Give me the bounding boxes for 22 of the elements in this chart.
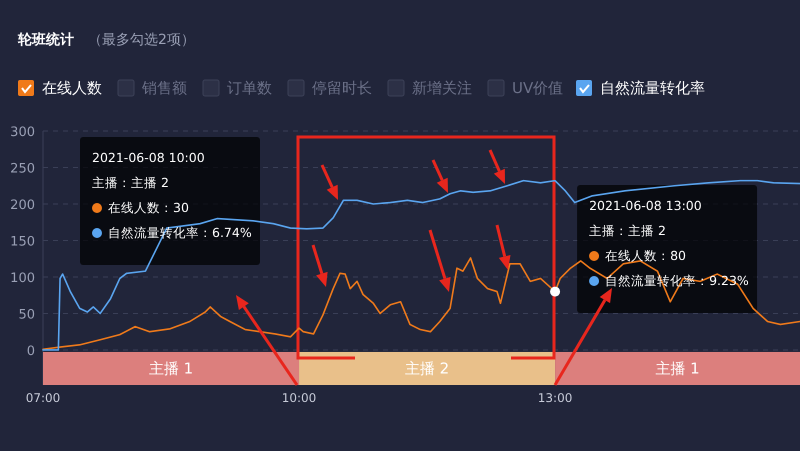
y-tick-label: 200 [10,198,35,213]
legend-label: UV价值 [512,79,564,97]
y-tick-label: 100 [10,270,35,286]
legend-label: 新增关注 [412,79,472,97]
legend-label: 销售额 [141,79,187,97]
y-tick-label: 300 [10,125,35,140]
x-tick-label: 10:00 [282,391,316,405]
x-tick-label: 07:00 [26,391,60,405]
chart-subtitle: （最多勾选2项） [88,32,195,48]
legend-label: 停留时长 [312,79,372,97]
band-label: 主播 1 [148,359,194,378]
y-tick-label: 0 [26,344,35,359]
chart-title: 轮班统计 [17,31,74,48]
y-tick-label: 250 [10,161,35,176]
legend-label: 在线人数 [42,79,102,97]
legend-label: 订单数 [227,79,272,97]
y-tick-label: 150 [10,234,35,250]
y-tick-label: 50 [18,307,35,322]
band-label: 主播 2 [404,359,450,378]
band-label: 主播 1 [655,359,700,378]
x-tick-label: 13:00 [538,391,572,405]
legend-label: 自然流量转化率 [600,79,705,97]
